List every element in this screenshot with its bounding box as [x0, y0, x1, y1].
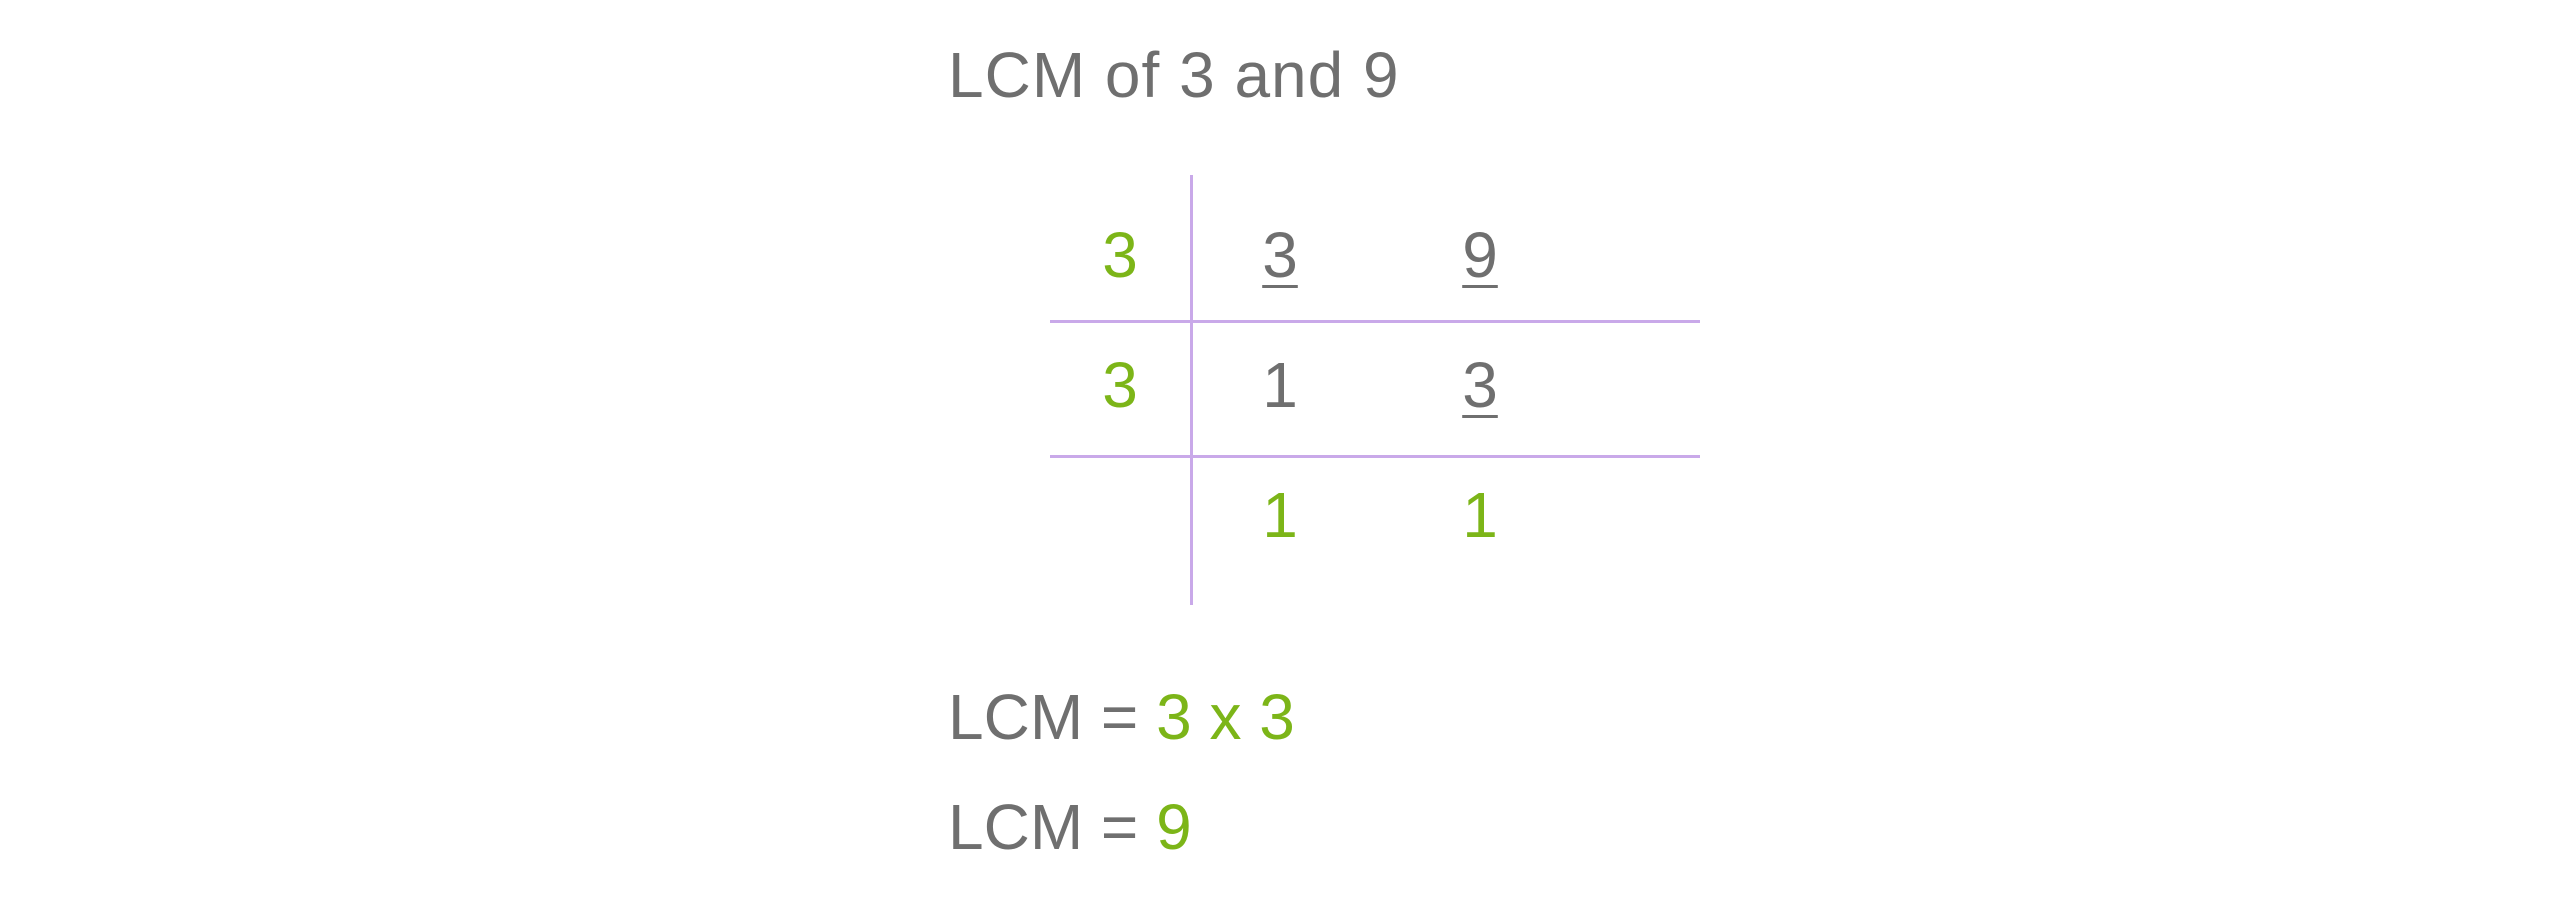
value-cell: 3 — [1180, 223, 1380, 287]
lcm-value: 9 — [1156, 791, 1192, 863]
divisor-cell: 3 — [1060, 353, 1180, 417]
lcm-label: LCM = — [948, 791, 1156, 863]
value-cell: 1 — [1180, 483, 1380, 547]
divisor-cell: 3 — [1060, 223, 1180, 287]
value-cell: 1 — [1180, 353, 1380, 417]
value-cell: 3 — [1380, 353, 1580, 417]
value-cell: 9 — [1380, 223, 1580, 287]
lcm-result-line: LCM = 9 — [948, 790, 1192, 864]
lcm-expression-line: LCM = 3 x 3 — [948, 680, 1295, 754]
diagram-title: LCM of 3 and 9 — [948, 38, 1400, 112]
value-cell: 1 — [1380, 483, 1580, 547]
lcm-diagram: LCM of 3 and 9 3 3 9 3 1 3 1 1 LCM = 3 x… — [0, 0, 2560, 911]
division-ladder: 3 3 9 3 1 3 1 1 — [1060, 190, 1700, 580]
lcm-label: LCM = — [948, 681, 1156, 753]
ladder-row: 1 1 — [1060, 450, 1700, 580]
lcm-expression: 3 x 3 — [1156, 681, 1295, 753]
ladder-row: 3 1 3 — [1060, 320, 1700, 450]
ladder-row: 3 3 9 — [1060, 190, 1700, 320]
